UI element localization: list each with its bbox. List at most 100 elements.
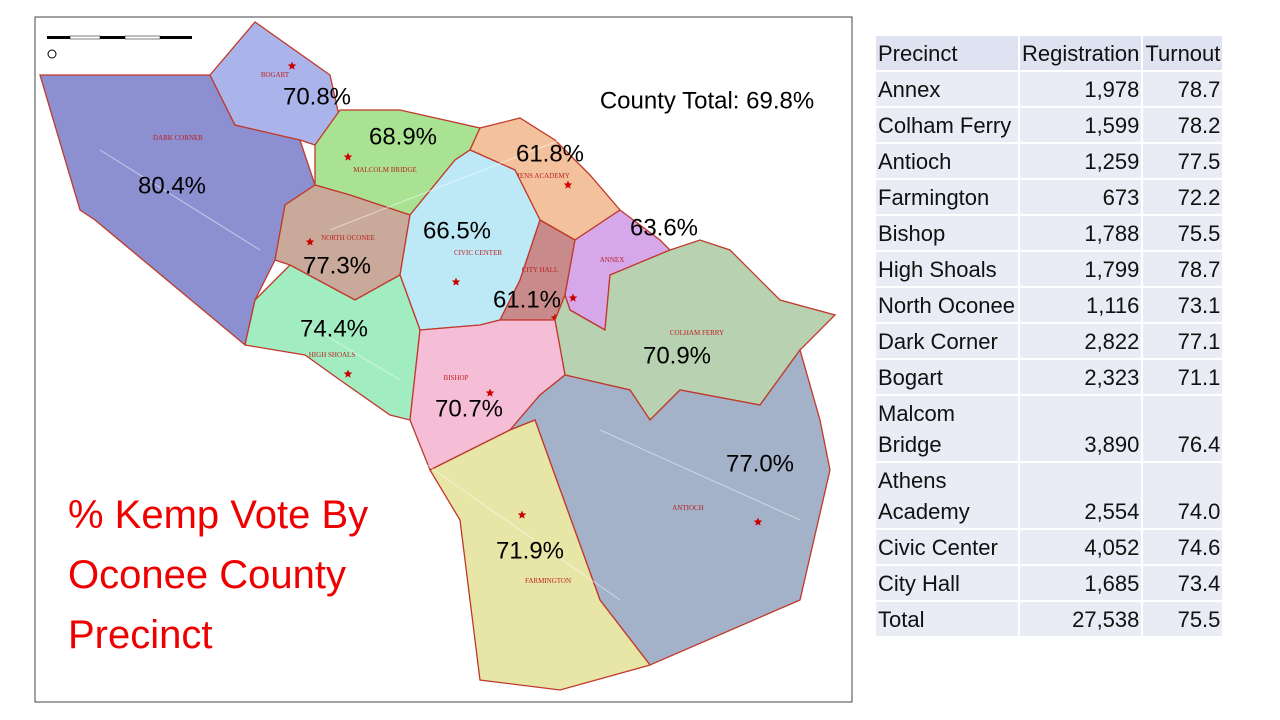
precinct-percent: 66.5% xyxy=(423,217,491,244)
precinct-label: BOGART xyxy=(261,71,290,79)
registration: 2,323 xyxy=(1020,360,1142,394)
precinct-percent: 70.7% xyxy=(435,395,503,422)
precinct-name: Total xyxy=(876,602,1018,636)
turnout: 72.2 xyxy=(1143,180,1223,214)
precinct-name: City Hall xyxy=(876,566,1018,600)
precinct-label: NORTH OCONEE xyxy=(321,234,375,242)
precinct-percent: 74.4% xyxy=(300,315,368,342)
precinct-label: FARMINGTON xyxy=(525,577,571,585)
turnout: 78.7 xyxy=(1143,252,1223,286)
table-row: Bogart 2,323 71.1 xyxy=(876,360,1223,394)
precinct-label: HIGH SHOALS xyxy=(309,351,356,359)
registration: 1,259 xyxy=(1020,144,1142,178)
precinct-area xyxy=(429,419,652,691)
table-row: Farmington 673 72.2 xyxy=(876,180,1223,214)
table-row: City Hall 1,685 73.4 xyxy=(876,566,1223,600)
precinct-label: DARK CORNER xyxy=(153,134,203,142)
table-row: High Shoals 1,799 78.7 xyxy=(876,252,1223,286)
registration: 1,685 xyxy=(1020,566,1142,600)
table-row: Civic Center 4,052 74.6 xyxy=(876,530,1223,564)
precinct-name: Annex xyxy=(876,72,1018,106)
precinct-percent: 61.1% xyxy=(493,286,561,313)
table-row: Antioch 1,259 77.5 xyxy=(876,144,1223,178)
precinct-label: MALCOLM BRIDGE xyxy=(353,166,417,174)
precinct-label: CIVIC CENTER xyxy=(454,249,502,257)
table-row: Athens Academy 2,554 74.0 xyxy=(876,463,1223,528)
registration: 1,788 xyxy=(1020,216,1142,250)
precinct-name: Malcom Bridge xyxy=(876,396,1018,461)
registration: 27,538 xyxy=(1020,602,1142,636)
precinct-name: Farmington xyxy=(876,180,1018,214)
header-cell: Registration xyxy=(1020,36,1142,70)
table-row: Total 27,538 75.5 xyxy=(876,602,1223,636)
turnout: 78.2 xyxy=(1143,108,1223,142)
turnout: 77.5 xyxy=(1143,144,1223,178)
precinct-star xyxy=(343,152,353,161)
map-title: Oconee County xyxy=(68,553,346,597)
precinct-table: Precinct Registration Turnout Annex 1,978 78.… xyxy=(874,34,1224,638)
turnout: 71.1 xyxy=(1143,360,1223,394)
precinct-star xyxy=(550,313,560,322)
table-row: Annex 1,978 78.7 xyxy=(876,72,1223,106)
precinct-percent: 68.9% xyxy=(369,123,437,150)
precinct-label: ANNEX xyxy=(600,256,625,264)
turnout: 73.4 xyxy=(1143,566,1223,600)
county-total: County Total: 69.8% xyxy=(600,87,814,114)
precinct-percent: 70.8% xyxy=(283,83,351,110)
precinct-label: COLHAM FERRY xyxy=(670,329,724,337)
precinct-percent: 77.3% xyxy=(303,252,371,279)
precinct-name: North Oconee xyxy=(876,288,1018,322)
precinct-label: CITY HALL xyxy=(522,266,558,274)
precinct-name: Bishop xyxy=(876,216,1018,250)
precinct-name: Bogart xyxy=(876,360,1018,394)
precinct-percent: 77.0% xyxy=(726,450,794,477)
table-row: Dark Corner 2,822 77.1 xyxy=(876,324,1223,358)
header-cell: Turnout xyxy=(1143,36,1223,70)
registration: 2,822 xyxy=(1020,324,1142,358)
registration: 3,890 xyxy=(1020,396,1142,461)
road xyxy=(329,139,561,231)
precinct-star xyxy=(568,293,578,302)
table-row: Bishop 1,788 75.5 xyxy=(876,216,1223,250)
precinct-name: Athens Academy xyxy=(876,463,1018,528)
precinct-name: Colham Ferry xyxy=(876,108,1018,142)
precinct-label: ANTIOCH xyxy=(672,504,704,512)
map-title: Precinct xyxy=(68,613,213,657)
turnout: 75.5 xyxy=(1143,602,1223,636)
precinct-star xyxy=(485,388,495,397)
turnout: 78.7 xyxy=(1143,72,1223,106)
precinct-label: ATHENS ACADEMY xyxy=(506,172,570,180)
map-title: % Kemp Vote By xyxy=(68,493,368,537)
table-row: Malcom Bridge 3,890 76.4 xyxy=(876,396,1223,461)
precinct-star xyxy=(753,517,763,526)
turnout: 74.6 xyxy=(1143,530,1223,564)
precinct-percent: 71.9% xyxy=(496,537,564,564)
registration: 1,599 xyxy=(1020,108,1142,142)
header-cell: Precinct xyxy=(876,36,1018,70)
precinct-percent: 63.6% xyxy=(630,214,698,241)
scale-bar xyxy=(47,35,192,59)
turnout: 74.0 xyxy=(1143,463,1223,528)
precinct-percent: 80.4% xyxy=(138,172,206,199)
table-header-row: Precinct Registration Turnout xyxy=(876,36,1223,70)
table-row: North Oconee 1,116 73.1 xyxy=(876,288,1223,322)
road xyxy=(419,459,621,601)
precinct-percent: 61.8% xyxy=(516,140,584,167)
precinct-star xyxy=(343,369,353,378)
precinct-star xyxy=(305,237,315,246)
precinct-percent: 70.9% xyxy=(643,342,711,369)
precinct-star xyxy=(451,277,461,286)
map: DARK CORNER BOGART MALCOLM BRIDGE ATHENS AC… xyxy=(34,16,853,703)
road xyxy=(599,429,801,521)
registration: 673 xyxy=(1020,180,1142,214)
road xyxy=(299,319,401,381)
registration: 1,978 xyxy=(1020,72,1142,106)
registration: 2,554 xyxy=(1020,463,1142,528)
precinct-star xyxy=(287,61,297,70)
registration: 4,052 xyxy=(1020,530,1142,564)
registration: 1,799 xyxy=(1020,252,1142,286)
turnout: 76.4 xyxy=(1143,396,1223,461)
precinct-star xyxy=(563,180,573,189)
precinct-name: High Shoals xyxy=(876,252,1018,286)
